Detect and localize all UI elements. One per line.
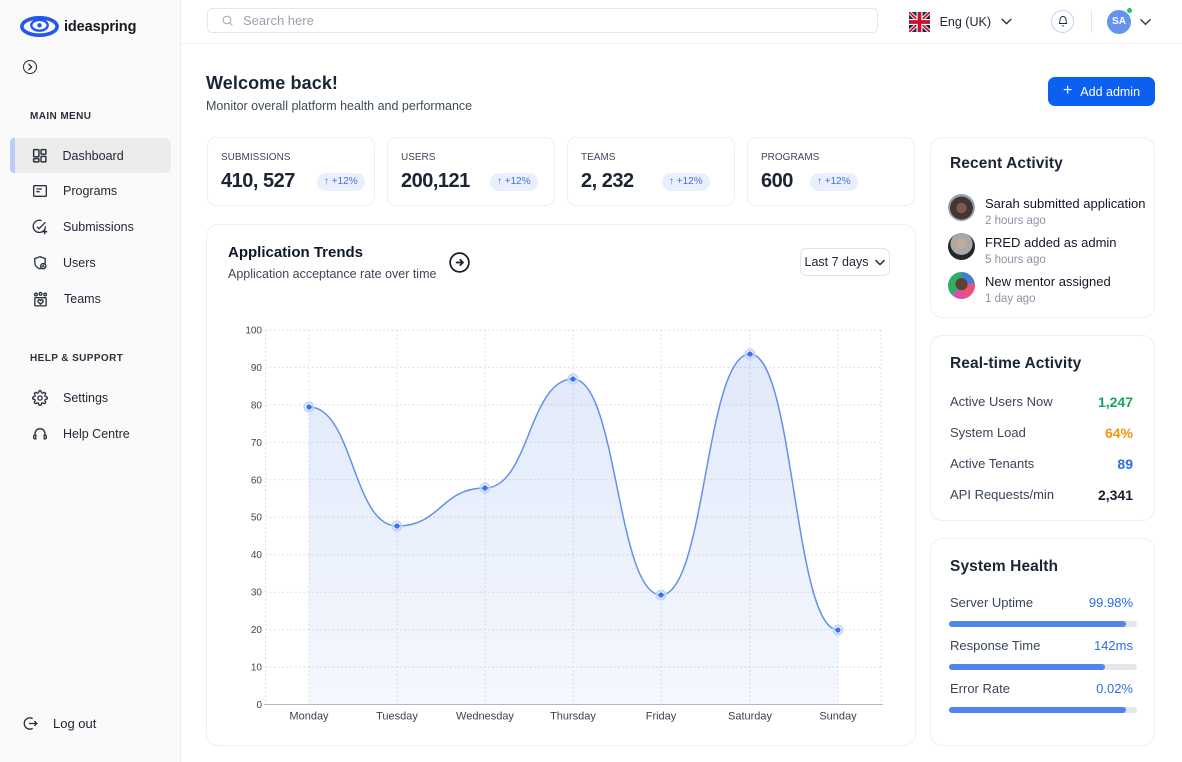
svg-text:Saturday: Saturday (728, 711, 773, 723)
svg-text:Tuesday: Tuesday (376, 711, 418, 723)
svg-text:80: 80 (251, 400, 263, 411)
svg-text:Wednesday: Wednesday (456, 711, 514, 723)
svg-text:70: 70 (251, 438, 263, 449)
svg-text:10: 10 (251, 663, 263, 674)
svg-text:90: 90 (251, 363, 263, 374)
svg-text:Sunday: Sunday (819, 711, 857, 723)
svg-text:20: 20 (251, 625, 263, 636)
svg-text:40: 40 (251, 550, 263, 561)
svg-text:Friday: Friday (646, 711, 677, 723)
svg-text:100: 100 (245, 326, 262, 337)
svg-text:30: 30 (251, 588, 263, 599)
svg-text:Thursday: Thursday (550, 711, 596, 723)
svg-text:50: 50 (251, 513, 263, 524)
svg-text:0: 0 (256, 700, 262, 711)
svg-text:Monday: Monday (289, 711, 329, 723)
svg-text:60: 60 (251, 475, 263, 486)
